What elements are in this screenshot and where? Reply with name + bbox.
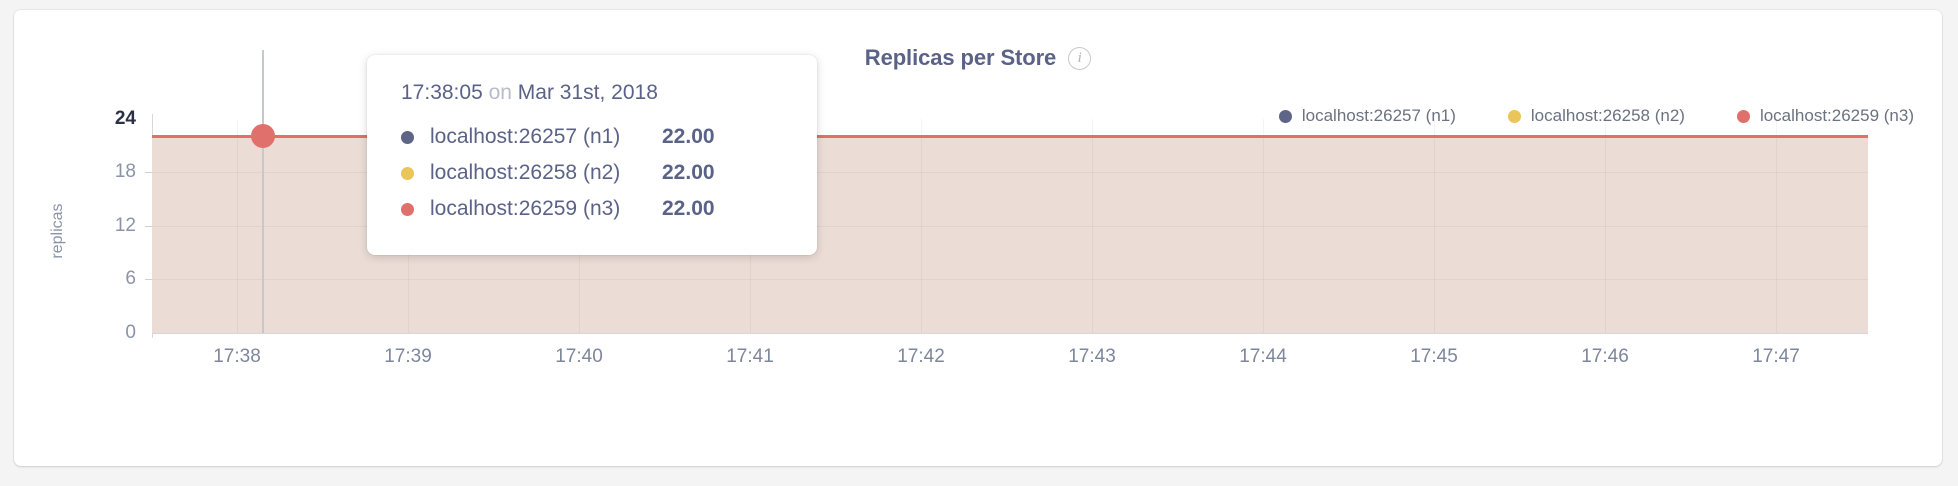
series-line-n3: [152, 135, 1868, 138]
tooltip-date: Mar 31st, 2018: [517, 81, 658, 104]
chart-plot: replicas 24 18 12 6 0: [14, 10, 1942, 466]
tooltip-row-n3: localhost:26259 (n3) 22.00: [367, 191, 817, 227]
gridline-18: [152, 172, 1868, 173]
legend-label-n2: localhost:26258 (n2): [1530, 106, 1685, 125]
vgridline-1746: [1605, 119, 1606, 333]
tooltip-row-n1: localhost:26257 (n1) 22.00: [367, 119, 817, 155]
tooltip-dot-n1: [401, 130, 414, 144]
legend-dot-n1: [1278, 109, 1292, 123]
y-axis-ticks: 24 18 12 6 0: [74, 10, 136, 466]
gridline-12: [152, 226, 1868, 227]
y-tick-6: 6: [125, 268, 136, 289]
legend-label-n3: localhost:26259 (n3): [1759, 106, 1914, 125]
vgridline-1743: [1092, 119, 1093, 333]
gridline-6: [152, 279, 1868, 280]
x-tick-1745: 17:45: [1410, 346, 1458, 367]
x-tick-1743: 17:43: [1068, 346, 1116, 367]
tooltip-value-n3: 22.00: [662, 197, 715, 220]
legend-dot-n3: [1736, 109, 1750, 123]
y-tickmark-6: [145, 279, 152, 280]
vgridline-1747: [1776, 119, 1777, 333]
tooltip-label-n3: localhost:26259 (n3): [430, 197, 621, 220]
x-tick-1741: 17:41: [726, 346, 774, 367]
legend-item-n1[interactable]: localhost:26257 (n1): [1278, 106, 1456, 126]
hover-guideline: [262, 50, 264, 333]
legend-label-n1: localhost:26257 (n1): [1301, 106, 1456, 125]
tooltip-connector: on: [488, 81, 512, 104]
vgridline-1744: [1263, 119, 1264, 333]
tooltip-label-n2: localhost:26258 (n2): [430, 161, 621, 184]
x-tick-1740: 17:40: [555, 346, 603, 367]
hover-marker[interactable]: [251, 124, 275, 148]
chart-title-text: Replicas per Store: [864, 45, 1057, 70]
info-icon[interactable]: i: [1068, 46, 1092, 70]
tooltip-header: 17:38:05 on Mar 31st, 2018: [367, 81, 817, 119]
x-tick-1746: 17:46: [1581, 346, 1629, 367]
chart-card: Replicas per Store i localhost:26257 (n1…: [14, 10, 1942, 466]
tooltip-dot-n3: [401, 202, 414, 216]
page-title: Replicas per Store i: [14, 44, 1942, 72]
y-axis-label: replicas: [49, 203, 66, 259]
tooltip-value-n2: 22.00: [662, 161, 715, 184]
vgridline-1738: [237, 119, 238, 333]
y-tick-18: 18: [114, 161, 136, 182]
vgridline-1745: [1434, 119, 1435, 333]
legend-dot-n2: [1507, 109, 1521, 123]
hover-tooltip: 17:38:05 on Mar 31st, 2018 localhost:262…: [367, 55, 817, 255]
y-tick-12: 12: [114, 215, 136, 236]
x-tick-1738: 17:38: [213, 346, 261, 367]
y-tick-24: 24: [114, 108, 136, 129]
x-tick-1747: 17:47: [1752, 346, 1800, 367]
legend-item-n2[interactable]: localhost:26258 (n2): [1507, 106, 1685, 126]
x-tick-1742: 17:42: [897, 346, 945, 367]
y-tickmark-18: [145, 172, 152, 173]
tooltip-dot-n2: [401, 166, 414, 180]
y-tick-0: 0: [125, 322, 136, 343]
tooltip-time: 17:38:05: [401, 81, 483, 104]
x-tick-1744: 17:44: [1239, 346, 1287, 367]
tooltip-value-n1: 22.00: [662, 125, 715, 148]
tooltip-row-n2: localhost:26258 (n2) 22.00: [367, 155, 817, 191]
x-axis-line: [152, 333, 1868, 334]
chart-legend: localhost:26257 (n1) localhost:26258 (n2…: [1278, 106, 1914, 126]
legend-item-n3[interactable]: localhost:26259 (n3): [1736, 106, 1914, 126]
x-tick-1739: 17:39: [384, 346, 432, 367]
tooltip-label-n1: localhost:26257 (n1): [430, 125, 621, 148]
vgridline-1742: [921, 119, 922, 333]
y-tickmark-12: [145, 226, 152, 227]
